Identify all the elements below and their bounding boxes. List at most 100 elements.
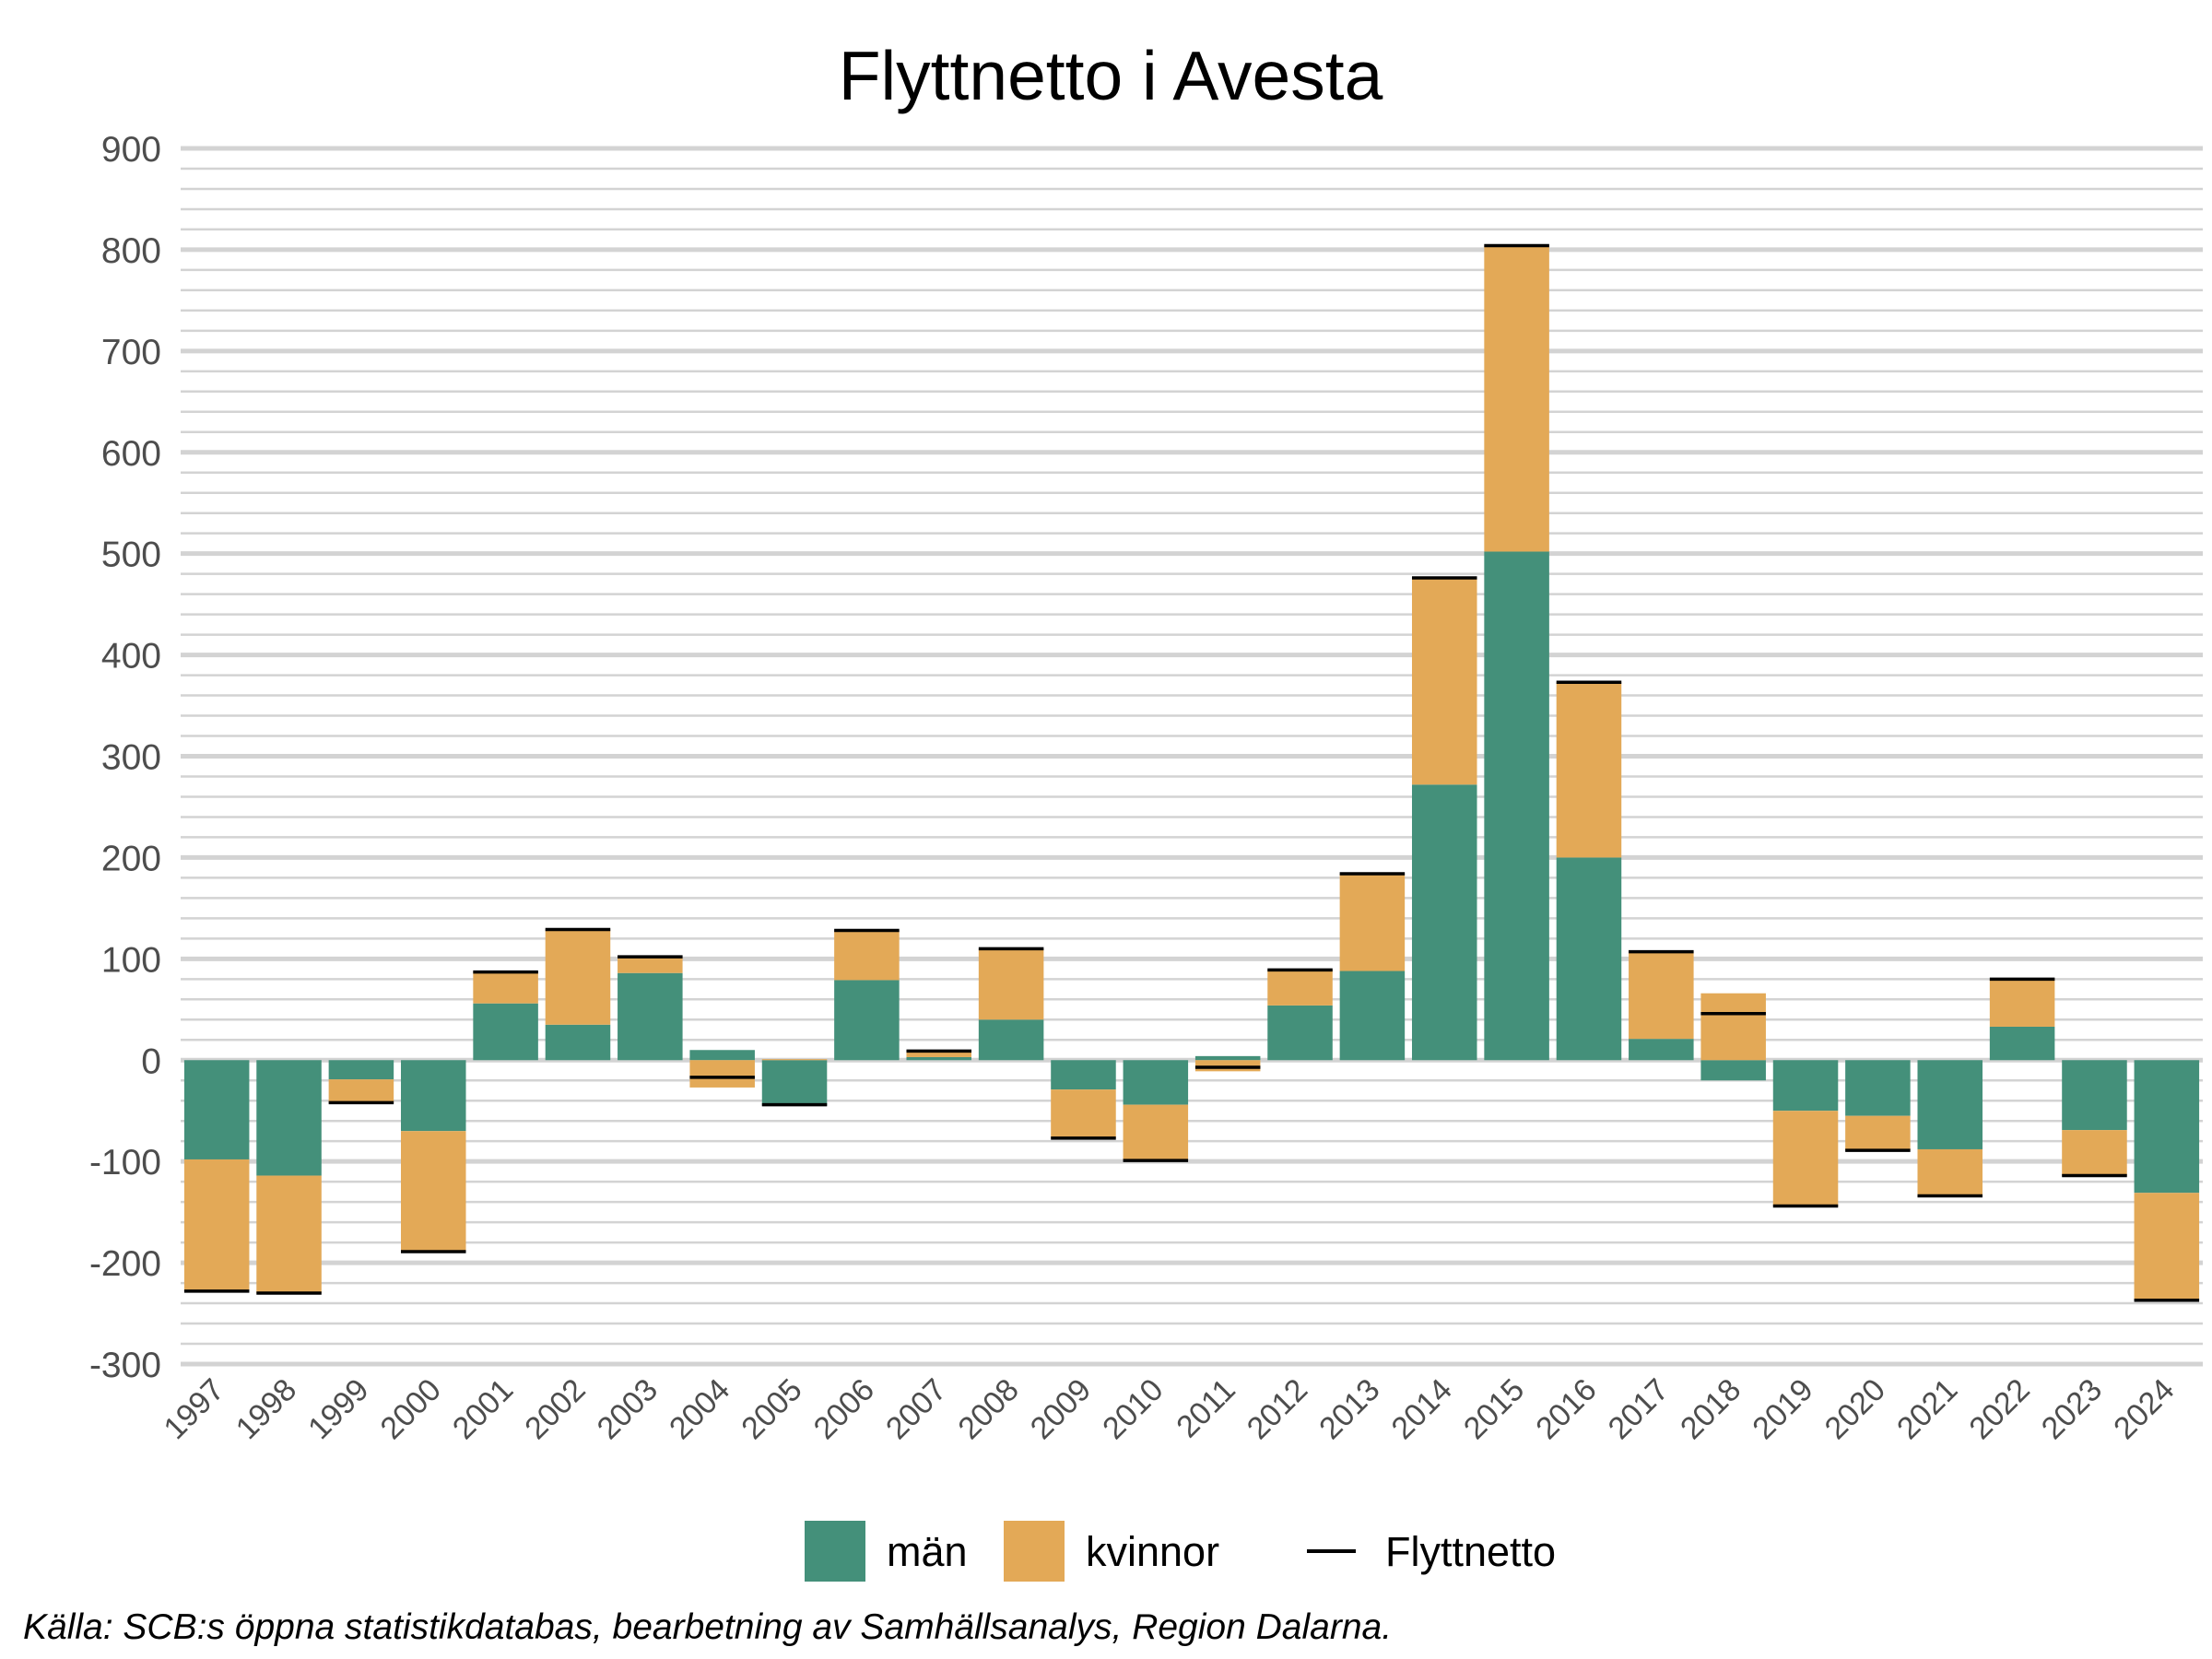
x-tick-label: 2002 [518,1372,592,1446]
bar-kvinnor-2024 [2134,1193,2200,1300]
legend-label-flyttnetto: Flyttnetto [1385,1528,1556,1575]
bar-kvinnor-2005 [761,1059,828,1061]
x-tick-label: 2015 [1457,1372,1531,1446]
x-tick-label: 2018 [1674,1372,1747,1446]
bar-man-2020 [1845,1060,1911,1116]
bar-kvinnor-2009 [1051,1089,1116,1138]
x-tick-label: 2000 [374,1372,448,1446]
x-tick-label: 2021 [1890,1372,1964,1446]
x-tick-label: 1999 [301,1372,375,1446]
bar-kvinnor-2016 [1556,682,1622,858]
bar-man-2004 [689,1050,755,1061]
bar-man-2001 [473,1003,538,1061]
source-caption: Källa: SCB:s öppna statistikdatabas, bea… [23,1607,1392,1647]
x-tick-label: 1998 [229,1372,303,1446]
bar-kvinnor-2003 [618,957,683,973]
x-tick-label: 2014 [1385,1372,1459,1446]
bar-kvinnor-2014 [1411,578,1477,785]
y-tick-label: 0 [141,1041,161,1081]
bar-kvinnor-2008 [978,948,1044,1020]
bar-man-2003 [618,972,683,1061]
bars [183,245,2200,1300]
x-tick-label: 2024 [2107,1372,2181,1446]
y-tick-label: 200 [101,839,161,878]
x-tick-label: 2010 [1096,1372,1170,1446]
bar-man-1998 [256,1060,322,1176]
bar-man-2022 [1989,1026,2055,1061]
x-tick-label: 2003 [591,1372,665,1446]
bar-man-2010 [1123,1060,1189,1105]
x-tick-label: 2004 [663,1372,736,1446]
bar-man-2024 [2134,1060,2200,1194]
legend-swatch-man [805,1521,865,1582]
bar-kvinnor-2021 [1917,1148,1983,1196]
x-tick-label: 2007 [879,1372,953,1446]
y-tick-label: 300 [101,738,161,778]
bar-man-2007 [906,1056,972,1061]
bar-kvinnor-2023 [2062,1130,2127,1176]
bar-kvinnor-2020 [1845,1115,1911,1151]
bar-kvinnor-1998 [256,1175,322,1294]
gridlines [181,146,2203,1367]
bar-man-2005 [761,1060,828,1106]
y-tick-label: 700 [101,333,161,372]
y-tick-label: 500 [101,535,161,575]
bar-kvinnor-2019 [1772,1111,1839,1206]
x-tick-label: 2022 [1962,1372,2036,1446]
y-tick-label: -200 [89,1244,161,1284]
bar-man-2017 [1629,1039,1694,1061]
bar-man-2015 [1484,551,1549,1061]
x-tick-label: 2013 [1312,1372,1386,1446]
bar-kvinnor-2007 [906,1051,972,1057]
y-tick-label: -300 [89,1346,161,1385]
bar-kvinnor-2001 [473,971,538,1004]
bar-man-2011 [1194,1055,1261,1061]
x-axis-tick-labels: 1997199819992000200120022003200420052006… [157,1372,2181,1446]
bar-man-2019 [1772,1060,1839,1112]
chart-title: Flyttnetto i Avesta [839,37,1383,114]
bar-kvinnor-2004 [689,1060,755,1088]
bar-man-2012 [1267,1005,1333,1061]
x-tick-label: 2009 [1024,1372,1098,1446]
y-tick-label: 800 [101,231,161,271]
bar-kvinnor-2017 [1629,951,1694,1040]
bar-kvinnor-2022 [1989,979,2055,1027]
bar-man-2006 [834,980,900,1061]
bar-man-1999 [328,1060,394,1080]
bar-man-2002 [545,1024,611,1061]
x-tick-label: 2001 [446,1372,520,1446]
x-tick-label: 2023 [2035,1372,2109,1446]
y-tick-label: -100 [89,1143,161,1182]
bar-man-2013 [1339,971,1406,1061]
x-tick-label: 2020 [1818,1372,1892,1446]
bar-kvinnor-2000 [400,1131,466,1252]
bar-kvinnor-2002 [545,929,611,1025]
bar-kvinnor-1999 [328,1079,394,1103]
bar-man-2023 [2062,1060,2127,1131]
bar-man-2016 [1556,857,1622,1061]
x-tick-label: 2008 [951,1372,1025,1446]
bar-kvinnor-2013 [1339,874,1406,971]
x-tick-label: 2017 [1602,1372,1676,1446]
bar-man-2018 [1700,1060,1766,1081]
bar-man-2009 [1051,1060,1116,1090]
legend-swatch-kvinnor [1004,1521,1065,1582]
y-axis-tick-labels: -300 -200 -100 0 100 200 300 400 500 600 700 800 900 [89,130,161,1385]
bar-kvinnor-2018 [1700,993,1766,1061]
bar-kvinnor-2015 [1484,245,1549,552]
bar-kvinnor-2010 [1123,1104,1189,1161]
bar-kvinnor-2006 [834,930,900,981]
net-markers [183,243,2200,1302]
bar-kvinnor-1997 [183,1159,250,1291]
x-tick-label: 1997 [157,1372,230,1446]
bar-man-2000 [400,1060,466,1132]
y-tick-label: 900 [101,130,161,170]
y-tick-label: 100 [101,940,161,980]
y-tick-label: 600 [101,434,161,474]
bar-man-2014 [1411,784,1477,1061]
x-tick-label: 2006 [807,1372,881,1446]
bar-man-1997 [183,1060,250,1159]
x-tick-label: 2012 [1241,1372,1314,1446]
y-tick-label: 400 [101,637,161,677]
legend-label-kvinnor: kvinnor [1086,1528,1219,1575]
